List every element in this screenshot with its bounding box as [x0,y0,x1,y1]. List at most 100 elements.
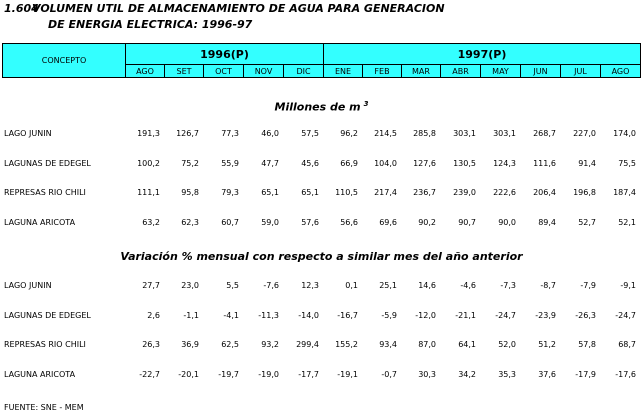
cell-value: 93,4 [379,340,397,349]
cell-value: 110,5 [335,188,358,197]
cell-value: 90,2 [418,217,436,227]
cell-value: -21,1 [455,310,476,320]
cell-value: 75,5 [618,158,636,168]
cell-value: 299,4 [296,340,319,349]
cell-value: 130,5 [453,158,476,168]
cell-value: 57,5 [301,129,319,138]
cell-value: 222,6 [493,188,516,197]
cell-value: -24,7 [495,310,516,320]
cell-value: -9,1 [620,281,636,290]
cell-value: -17,9 [575,369,596,379]
row-label: LAGO JUNIN [4,129,52,138]
cell-value: -19,7 [218,369,239,379]
cell-value: -19,1 [337,369,358,379]
cell-value: 57,6 [301,217,319,227]
month-header: SET [164,64,204,78]
cell-value: 2,6 [147,310,160,320]
cell-value: 91,4 [578,158,596,168]
year-header: 1996(P) [125,43,324,65]
cell-value: 57,8 [578,340,596,349]
cell-value: 65,1 [261,188,279,197]
cell-value: 66,9 [340,158,358,168]
cell-value: -7,3 [500,281,516,290]
cell-value: 90,7 [458,217,476,227]
cell-value: 126,7 [176,129,199,138]
cell-value: -20,1 [178,369,199,379]
row-label: LAGO JUNIN [4,281,52,290]
cell-value: 90,0 [498,217,516,227]
cell-value: -26,3 [575,310,596,320]
cell-value: 79,3 [221,188,239,197]
cell-value: 51,2 [538,340,556,349]
cell-value: 96,2 [340,129,358,138]
cell-value: 59,0 [261,217,279,227]
cell-value: -7,9 [580,281,596,290]
row-label: LAGUNAS DE EDEGEL [4,158,91,168]
section-heading-text: Millones de m [274,100,361,114]
cell-value: 95,8 [181,188,199,197]
cell-value: 68,7 [618,340,636,349]
row-label: LAGUNA ARICOTA [4,369,76,379]
month-header: NOV [243,64,284,78]
cell-value: 36,9 [181,340,199,349]
cell-value: 25,1 [379,281,397,290]
section-heading: Variación % mensual con respecto a simil… [0,250,643,263]
cell-value: 87,0 [418,340,436,349]
cell-value: -17,7 [298,369,319,379]
cell-value: 47,7 [261,158,279,168]
month-header: MAR [401,64,441,78]
cell-value: -23,9 [535,310,556,320]
title-line: DE ENERGIA ELECTRICA: 1996-97 [48,18,253,31]
row-label: REPRESAS RIO CHILI [4,188,86,197]
cell-value: -4,6 [460,281,476,290]
cell-value: 46,0 [261,129,279,138]
cell-value: 191,3 [137,129,160,138]
cell-value: 100,2 [137,158,160,168]
cell-value: 217,4 [374,188,397,197]
cell-value: 93,2 [261,340,279,349]
header-cell: CONCEPTO [2,43,126,78]
superscript: 3 [363,100,369,108]
cell-value: 155,2 [335,340,358,349]
cell-value: -0,7 [381,369,397,379]
cell-value: 35,3 [498,369,516,379]
cell-value: 75,2 [181,158,199,168]
cell-value: 14,6 [418,281,436,290]
cell-value: -7,6 [263,281,279,290]
cell-value: 27,7 [142,281,160,290]
cell-value: -17,6 [615,369,636,379]
cell-value: -8,7 [540,281,556,290]
cell-value: 89,4 [538,217,556,227]
cell-value: 239,0 [453,188,476,197]
cell-value: 196,8 [573,188,596,197]
row-label: LAGUNAS DE EDEGEL [4,310,91,320]
row-label: REPRESAS RIO CHILI [4,340,86,349]
month-header: JUN [520,64,561,78]
cell-value: 214,5 [374,129,397,138]
cell-value: 30,3 [418,369,436,379]
cell-value: -24,7 [615,310,636,320]
cell-value: 104,0 [374,158,397,168]
cell-value: -5,9 [381,310,397,320]
row-label: LAGUNA ARICOTA [4,217,76,227]
cell-value: 62,3 [181,217,199,227]
month-header: FEB [362,64,402,78]
cell-value: 303,1 [493,129,516,138]
cell-value: 0,1 [345,281,358,290]
cell-value: -11,3 [258,310,279,320]
cell-value: -19,0 [258,369,279,379]
cell-value: 206,4 [533,188,556,197]
cell-value: 187,4 [613,188,636,197]
cell-value: 63,2 [142,217,160,227]
cell-value: 52,7 [578,217,596,227]
month-header: JUL [560,64,601,78]
month-header: AGO [125,64,165,78]
footer-source: FUENTE: SNE - MEM [4,403,84,412]
cell-value: 37,6 [538,369,556,379]
cell-value: 52,1 [618,217,636,227]
cell-value: 60,7 [221,217,239,227]
cell-value: 268,7 [533,129,556,138]
cell-value: 12,3 [301,281,319,290]
cell-value: 127,6 [413,158,436,168]
